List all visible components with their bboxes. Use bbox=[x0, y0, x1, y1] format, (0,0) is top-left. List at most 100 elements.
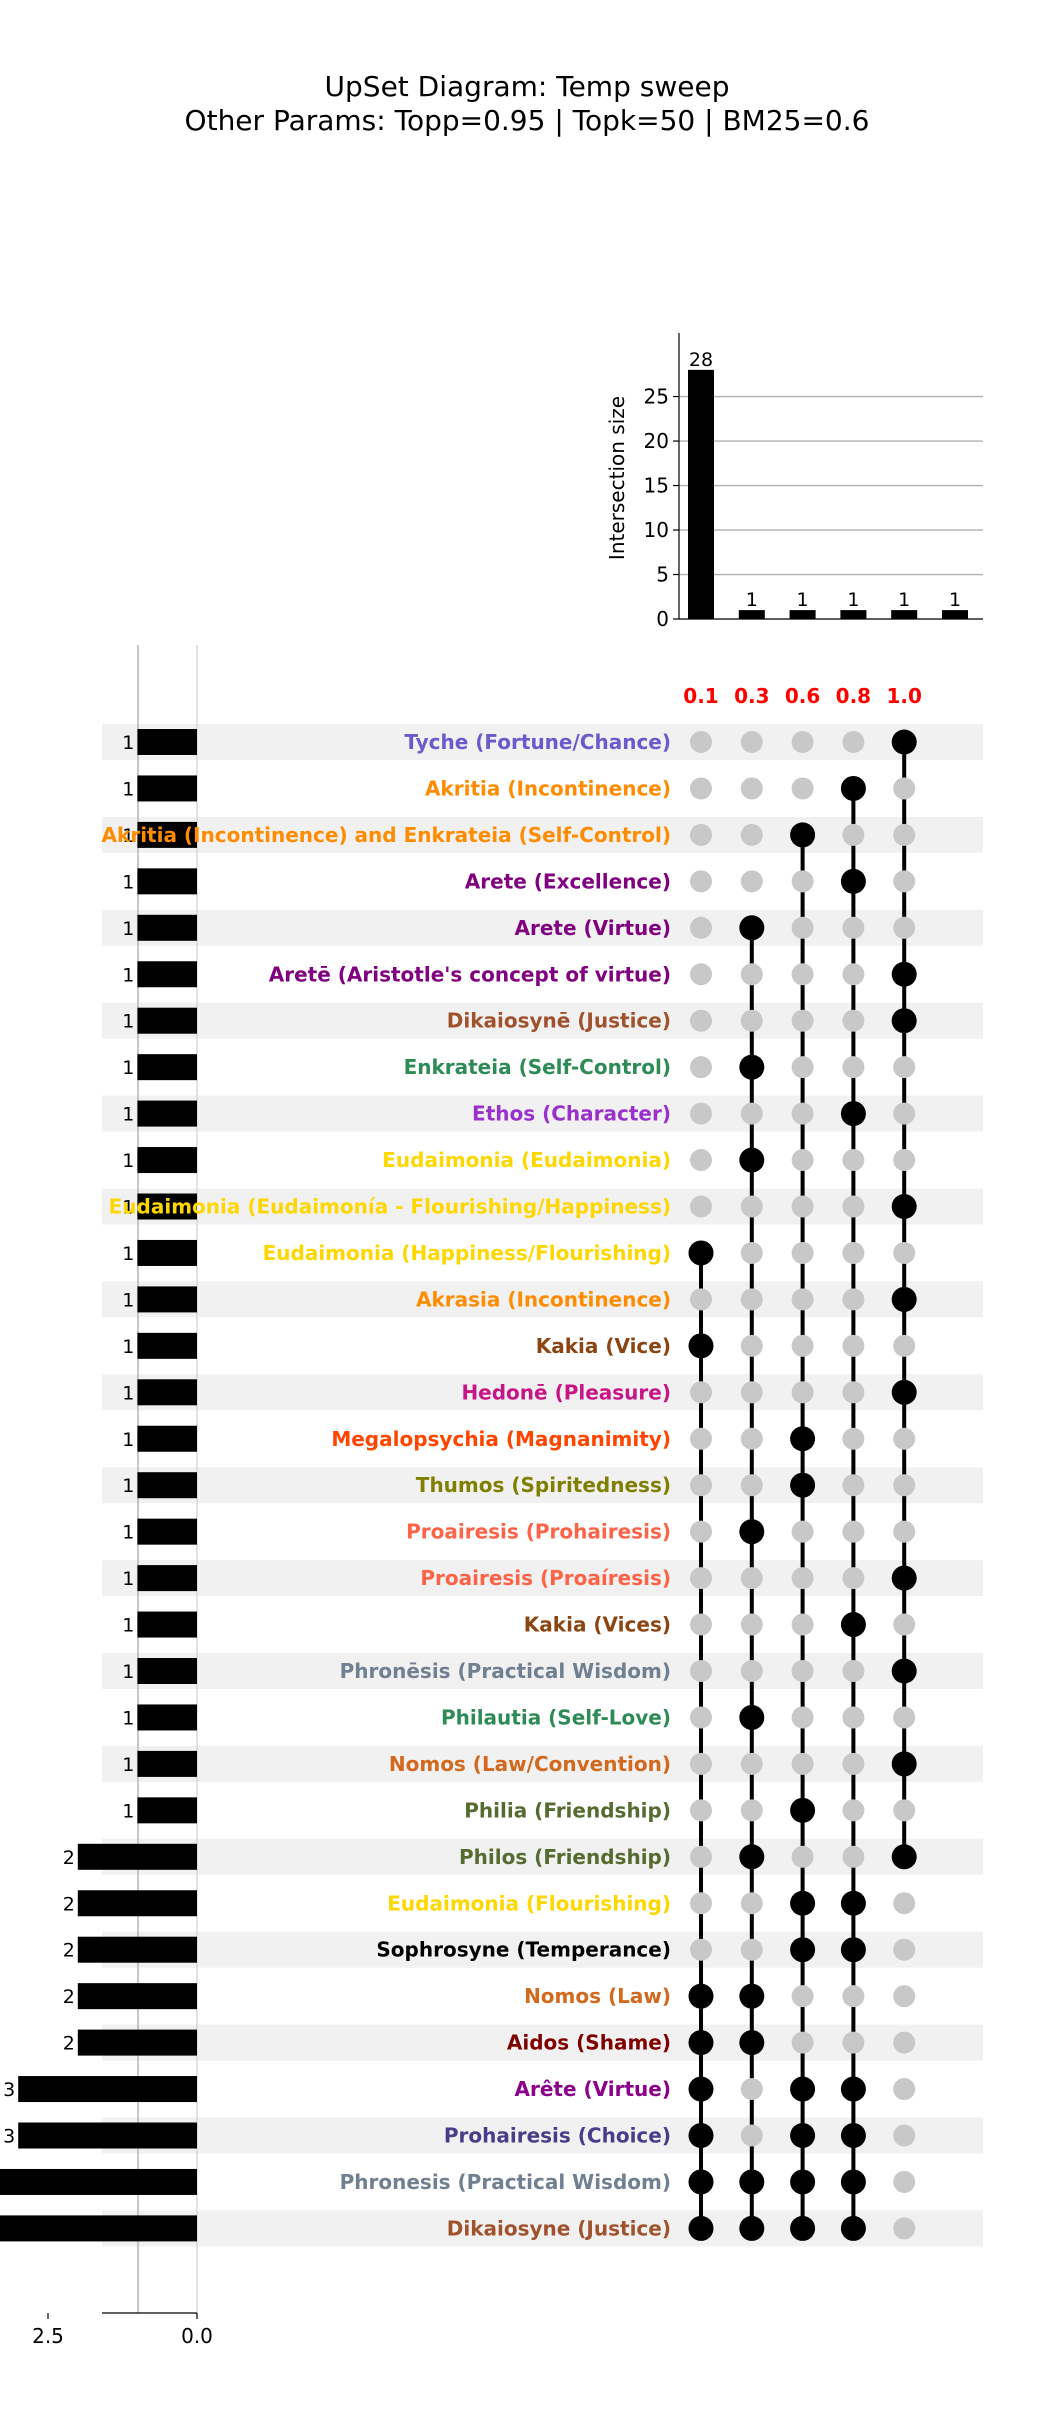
row-stripe bbox=[102, 1560, 983, 1597]
membership-dot-filled bbox=[790, 2215, 816, 2241]
membership-dot-empty bbox=[740, 1427, 763, 1450]
membership-dot-filled bbox=[688, 1240, 714, 1266]
membership-dot-empty bbox=[740, 1567, 763, 1590]
intersection-tick-label: 5 bbox=[656, 563, 669, 587]
set-column-label: 0.6 bbox=[785, 684, 820, 708]
set-size-label: 2 bbox=[63, 1893, 75, 1915]
set-size-bar bbox=[137, 1658, 197, 1684]
set-size-bar bbox=[0, 2215, 197, 2242]
element-label: Proairesis (Prohairesis) bbox=[406, 1520, 671, 1544]
set-size-label: 1 bbox=[122, 732, 134, 754]
membership-dot-empty bbox=[690, 731, 712, 753]
set-size-label: 1 bbox=[122, 1382, 134, 1404]
set-size-label: 1 bbox=[122, 1336, 134, 1358]
membership-dot-empty bbox=[842, 731, 865, 753]
element-label: Nomos (Law) bbox=[524, 1984, 671, 2008]
membership-dot-empty bbox=[690, 1102, 712, 1125]
membership-dot-filled bbox=[790, 1426, 816, 1452]
set-size-bar bbox=[137, 961, 197, 988]
membership-dot-filled bbox=[840, 868, 866, 894]
set-size-bar bbox=[137, 1611, 197, 1638]
membership-dot-empty bbox=[791, 731, 814, 753]
set-size-bar bbox=[137, 914, 197, 941]
intersection-bar-panel: 0 5 10 15 20 25 Intersection size 28 1 1 1 1 1 bbox=[605, 333, 983, 631]
row-stripe bbox=[102, 1095, 983, 1132]
membership-dot-filled bbox=[739, 1147, 765, 1173]
membership-dot-filled bbox=[739, 2215, 765, 2241]
membership-dot-filled bbox=[891, 1379, 917, 1405]
intersection-bar bbox=[738, 610, 765, 619]
membership-dot-empty bbox=[791, 1520, 814, 1543]
membership-dot-empty bbox=[893, 1241, 916, 1264]
row-stripe bbox=[102, 2210, 983, 2247]
set-size-bar bbox=[137, 1286, 197, 1313]
set-size-bar bbox=[137, 1100, 197, 1127]
membership-dot-filled bbox=[739, 1054, 765, 1080]
element-label: Philos (Friendship) bbox=[459, 1845, 671, 1869]
membership-dot-empty bbox=[791, 963, 814, 986]
element-label: Akrasia (Incontinence) bbox=[416, 1287, 671, 1311]
membership-dot-filled bbox=[739, 1519, 765, 1545]
membership-dot-empty bbox=[893, 2170, 916, 2193]
set-size-label: 1 bbox=[122, 964, 134, 986]
set-size-label: 1 bbox=[122, 1289, 134, 1311]
membership-dot-filled bbox=[688, 1983, 714, 2009]
membership-dot-empty bbox=[893, 1985, 916, 2008]
intersection-bar bbox=[789, 610, 816, 619]
set-size-bar bbox=[77, 2029, 197, 2056]
element-label: Akritia (Incontinence) and Enkrateia (Se… bbox=[102, 823, 671, 847]
set-size-bar bbox=[137, 1565, 197, 1592]
membership-dot-filled bbox=[688, 2123, 714, 2148]
membership-dot-empty bbox=[893, 1520, 916, 1543]
membership-dot-filled bbox=[790, 1797, 816, 1823]
membership-dot-empty bbox=[740, 1195, 763, 1218]
intersection-bar-label: 1 bbox=[797, 589, 809, 611]
set-size-bar bbox=[137, 1750, 197, 1777]
element-label: Proairesis (Proaíresis) bbox=[420, 1566, 671, 1590]
set-size-label: 1 bbox=[122, 1243, 134, 1265]
membership-dot-empty bbox=[740, 1892, 763, 1915]
membership-dot-empty bbox=[893, 1102, 916, 1125]
row-stripes bbox=[102, 724, 983, 2247]
membership-dot-empty bbox=[893, 2124, 916, 2147]
membership-dot-filled bbox=[739, 2030, 765, 2056]
membership-dot-empty bbox=[842, 1334, 865, 1357]
membership-dot-empty bbox=[690, 1427, 712, 1450]
set-size-bar bbox=[77, 1843, 197, 1870]
set-size-bar bbox=[137, 1147, 197, 1174]
membership-dot-empty bbox=[893, 1334, 916, 1357]
membership-dot-filled bbox=[840, 1937, 866, 1963]
set-size-bar bbox=[137, 1239, 197, 1266]
element-label: Arête (Virtue) bbox=[515, 2077, 671, 2101]
row-stripe bbox=[102, 2117, 983, 2154]
row-stripe bbox=[102, 1002, 983, 1039]
membership-dot-empty bbox=[842, 1567, 865, 1590]
membership-dot-empty bbox=[893, 1613, 916, 1636]
set-size-bar bbox=[137, 1425, 197, 1452]
membership-dot-filled bbox=[688, 2215, 714, 2241]
membership-dot-empty bbox=[893, 823, 916, 846]
set-size-label: 1 bbox=[122, 1197, 134, 1219]
membership-dot-empty bbox=[893, 1474, 916, 1497]
membership-dot-empty bbox=[740, 1334, 763, 1357]
element-label: Megalopsychia (Magnanimity) bbox=[331, 1427, 671, 1451]
membership-dot-filled bbox=[840, 2169, 866, 2195]
row-stripe bbox=[102, 816, 983, 853]
membership-dot-empty bbox=[791, 1288, 814, 1311]
membership-dot-empty bbox=[791, 1613, 814, 1636]
membership-dot-empty bbox=[740, 2124, 763, 2147]
membership-dot-empty bbox=[842, 1381, 865, 1404]
membership-dot-filled bbox=[790, 2123, 816, 2148]
membership-dot-empty bbox=[791, 1567, 814, 1590]
chart-title-line-2: Other Params: Topp=0.95 | Topk=50 | BM25… bbox=[185, 104, 870, 137]
element-label: Prohairesis (Choice) bbox=[444, 2124, 671, 2148]
membership-dot-filled bbox=[790, 1890, 816, 1916]
element-label: Eudaimonia (Happiness/Flourishing) bbox=[263, 1241, 671, 1265]
membership-dot-empty bbox=[740, 1799, 763, 1822]
membership-dot-filled bbox=[790, 1937, 816, 1963]
set-size-bar bbox=[137, 1797, 197, 1824]
set-size-label: 1 bbox=[122, 1800, 134, 1822]
membership-dot-empty bbox=[690, 1799, 712, 1822]
membership-dot-filled bbox=[739, 1983, 765, 2009]
set-size-bar bbox=[137, 1704, 197, 1731]
